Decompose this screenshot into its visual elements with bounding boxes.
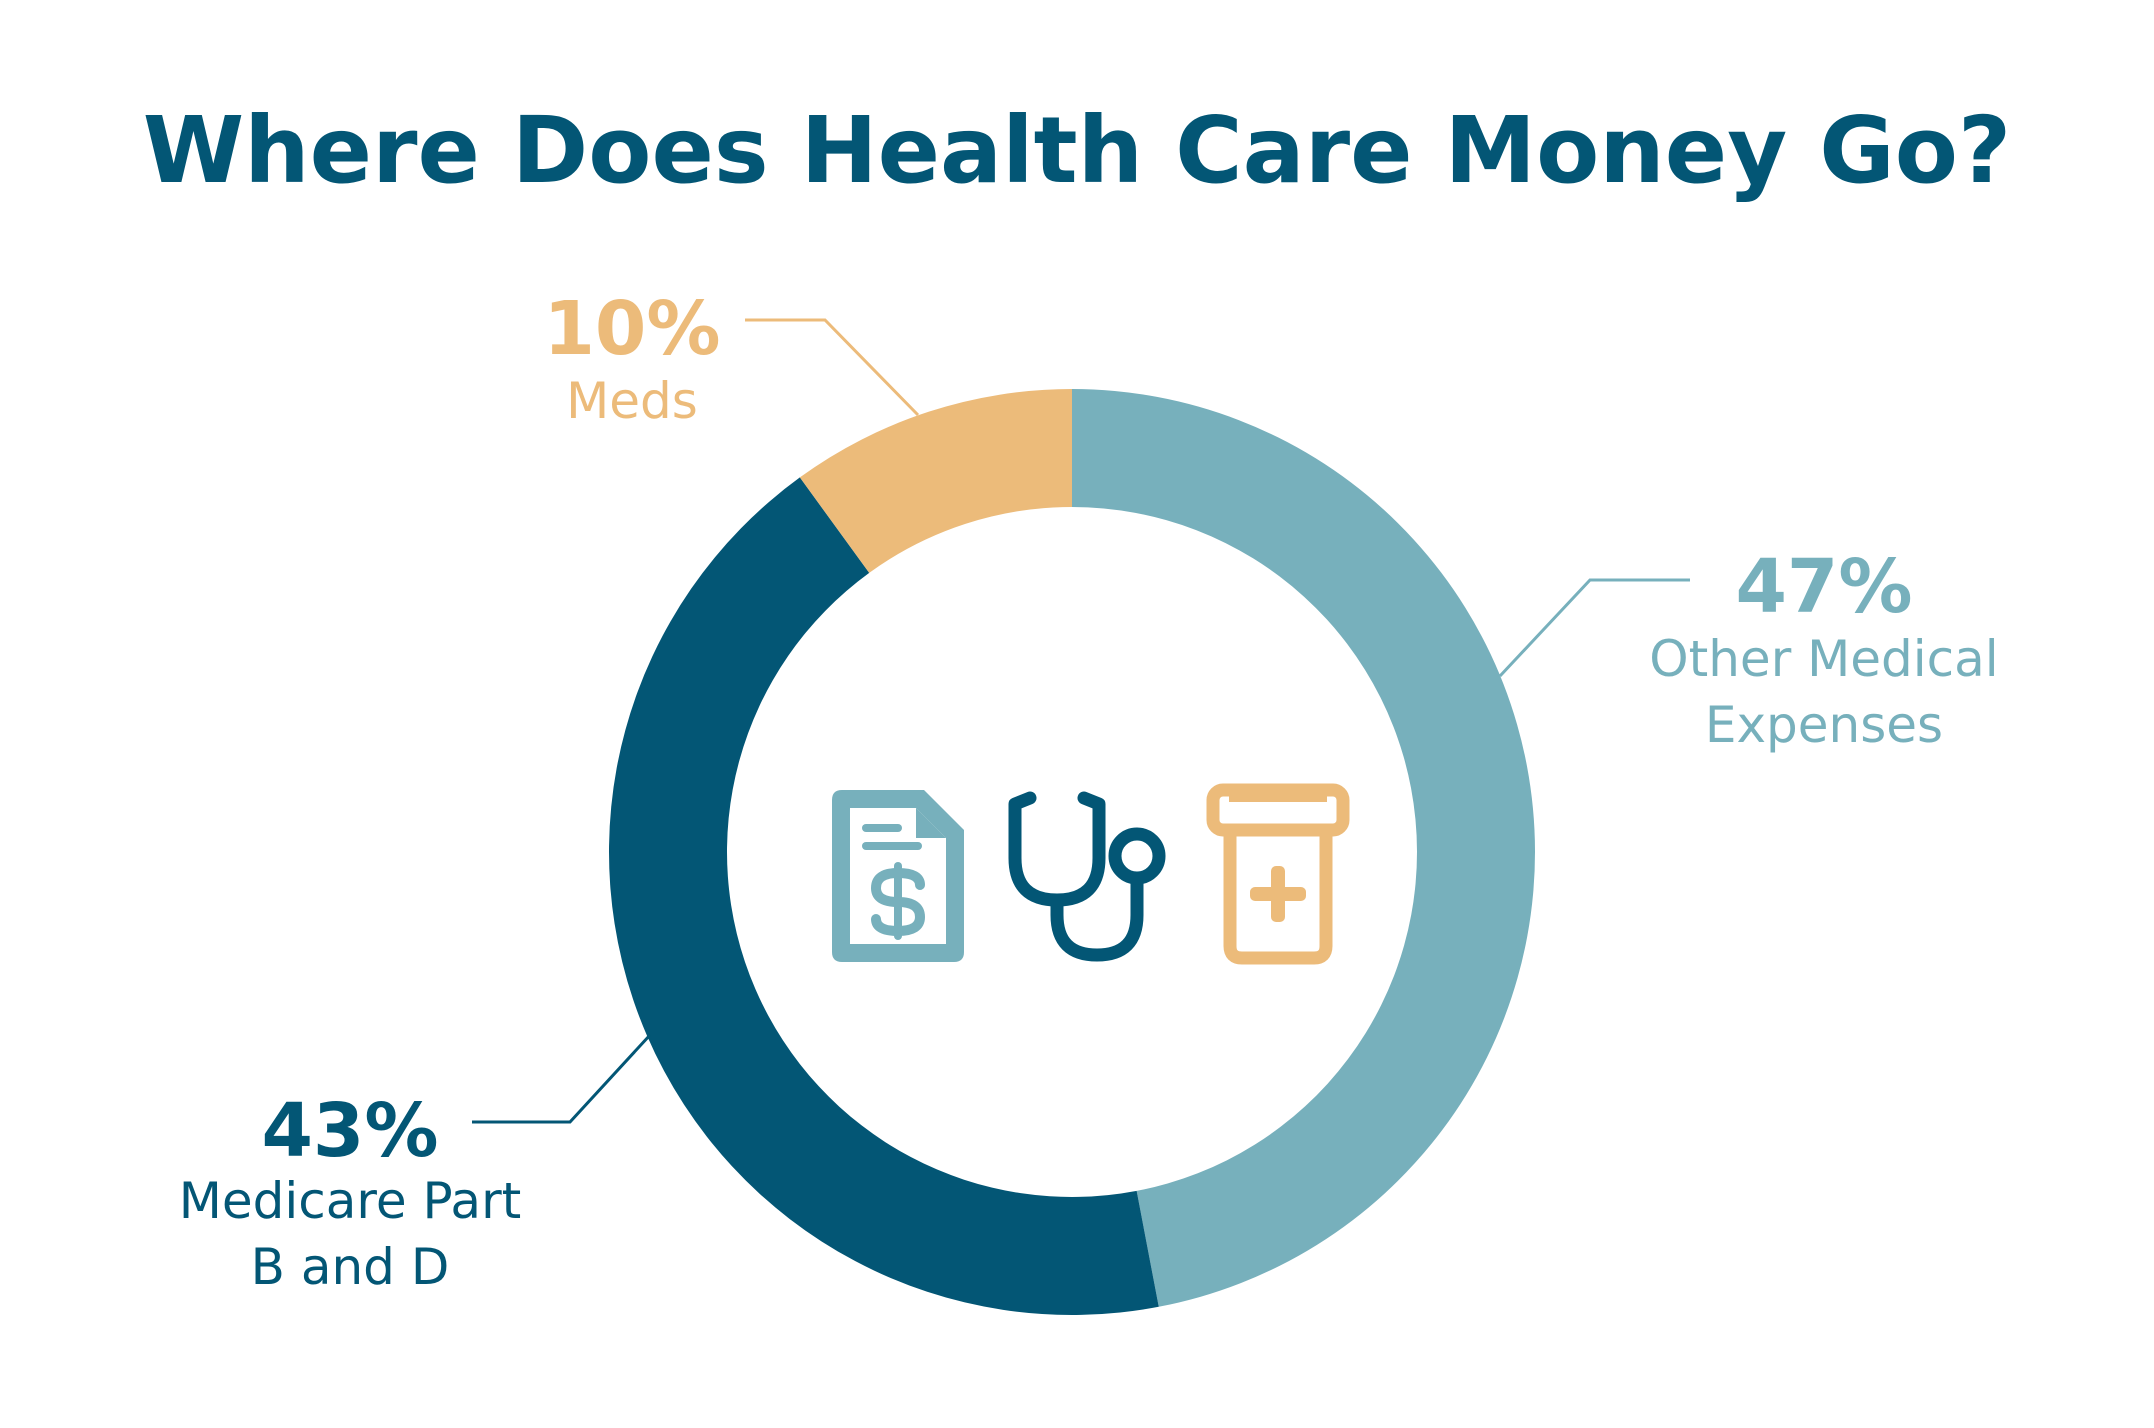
leader-line-meds bbox=[745, 318, 920, 417]
category-label-medicare-line2: B and D bbox=[251, 1238, 450, 1296]
category-label-medicare-line1: Medicare Part bbox=[179, 1172, 521, 1230]
pct-label-meds: 10% bbox=[543, 286, 720, 372]
category-label-meds: Meds bbox=[566, 372, 698, 430]
medical-bill-dollar-icon bbox=[832, 790, 964, 962]
donut-slice-medicare-part-b-and-d bbox=[609, 477, 1159, 1315]
chart-title: Where Does Health Care Money Go? bbox=[143, 97, 2012, 204]
pct-label-medicare: 43% bbox=[261, 1088, 438, 1174]
stethoscope-icon bbox=[1008, 791, 1166, 962]
leader-line-other-medical bbox=[1498, 578, 1690, 678]
donut-slice-other-medical-expenses bbox=[1072, 389, 1535, 1307]
leader-line-medicare bbox=[472, 1033, 652, 1124]
donut-slice-meds bbox=[799, 389, 1072, 573]
category-label-other-medical-line1: Other Medical bbox=[1649, 630, 1998, 688]
donut-slices bbox=[609, 389, 1535, 1315]
category-label-other-medical-line2: Expenses bbox=[1705, 696, 1943, 754]
pct-label-other-medical: 47% bbox=[1735, 544, 1912, 630]
medicine-bottle-icon bbox=[1206, 783, 1350, 965]
